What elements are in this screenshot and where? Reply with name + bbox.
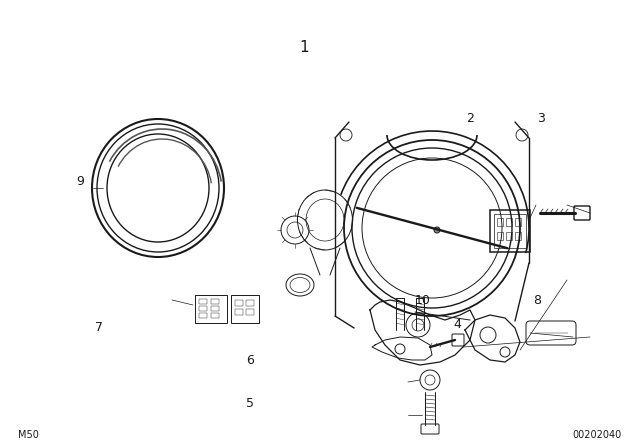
Text: M50: M50: [18, 430, 39, 440]
Bar: [515, 232, 521, 240]
Text: 10: 10: [415, 293, 430, 307]
Bar: [515, 218, 521, 226]
Text: 7: 7: [95, 320, 103, 334]
Bar: [211, 313, 219, 318]
Bar: [199, 299, 207, 304]
Bar: [211, 306, 219, 311]
Bar: [506, 232, 512, 240]
Bar: [195, 295, 227, 323]
Bar: [490, 210, 530, 252]
Bar: [494, 214, 526, 248]
Bar: [246, 300, 254, 306]
Bar: [231, 295, 259, 323]
Text: 00202040: 00202040: [573, 430, 622, 440]
Circle shape: [434, 227, 440, 233]
Text: 2: 2: [467, 112, 474, 125]
Text: 1: 1: [299, 39, 309, 55]
Bar: [246, 309, 254, 315]
Bar: [235, 300, 243, 306]
Bar: [235, 309, 243, 315]
Text: 5: 5: [246, 396, 253, 410]
Bar: [211, 299, 219, 304]
Bar: [506, 218, 512, 226]
Text: 8: 8: [534, 293, 541, 307]
Bar: [199, 313, 207, 318]
Text: 4: 4: [454, 318, 461, 332]
Bar: [199, 306, 207, 311]
Bar: [497, 218, 503, 226]
Text: 9: 9: [76, 175, 84, 188]
Text: 6: 6: [246, 354, 253, 367]
Text: 3: 3: [537, 112, 545, 125]
Bar: [497, 232, 503, 240]
